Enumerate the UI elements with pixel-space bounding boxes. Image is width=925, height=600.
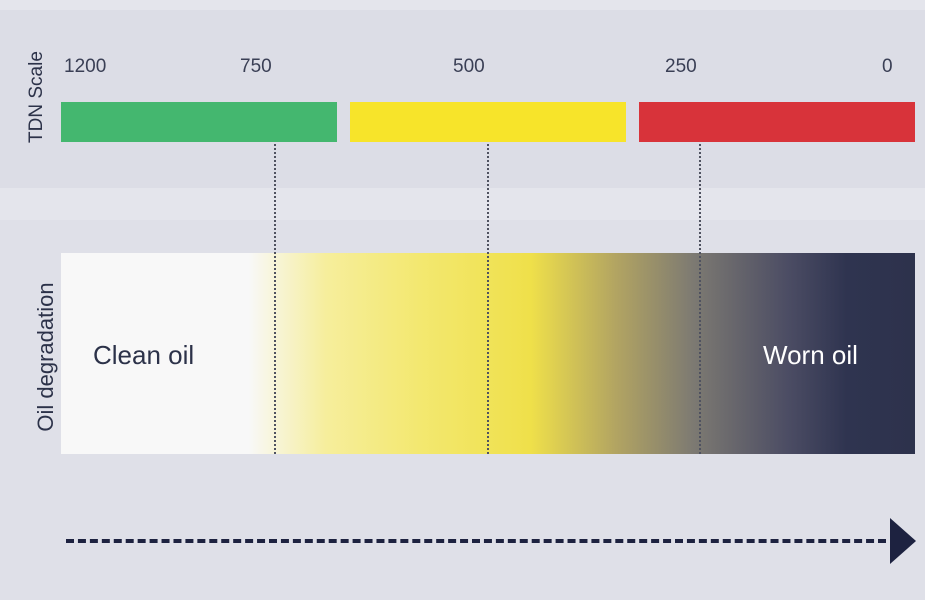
- tdn-segment-green: [61, 102, 337, 142]
- tdn-segment-red: [639, 102, 915, 142]
- arrow-right-icon: [890, 518, 916, 564]
- tdn-tick-250: 250: [665, 56, 697, 77]
- worn-oil-label: Worn oil: [763, 340, 858, 370]
- tdn-segment-yellow: [350, 102, 626, 142]
- clean-oil-label: Clean oil: [93, 340, 195, 370]
- tdn-tick-1200: 1200: [64, 56, 107, 77]
- tdn-scale-panel: [0, 10, 925, 188]
- tdn-tick-500: 500: [453, 56, 485, 77]
- tdn-scale-label: TDN Scale: [26, 51, 47, 143]
- tdn-tick-0: 0: [882, 56, 893, 77]
- tdn-tick-750: 750: [240, 56, 272, 77]
- dotted-guide-line-500: [487, 144, 489, 454]
- oil-degradation-label: Oil degradation: [33, 282, 58, 432]
- progress-dashed-line: [66, 539, 886, 543]
- dotted-guide-line-750: [274, 144, 276, 454]
- dotted-guide-line-250: [699, 144, 701, 454]
